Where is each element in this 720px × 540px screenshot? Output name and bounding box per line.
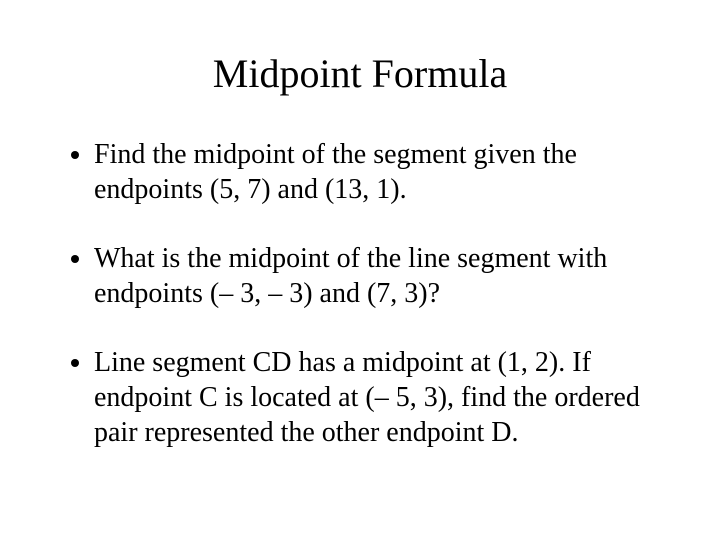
slide-title: Midpoint Formula [60, 50, 660, 97]
bullet-item: Line segment CD has a midpoint at (1, 2)… [94, 345, 660, 450]
bullet-item: What is the midpoint of the line segment… [94, 241, 660, 311]
bullet-list: Find the midpoint of the segment given t… [60, 137, 660, 450]
bullet-item: Find the midpoint of the segment given t… [94, 137, 660, 207]
slide-container: Midpoint Formula Find the midpoint of th… [0, 0, 720, 540]
